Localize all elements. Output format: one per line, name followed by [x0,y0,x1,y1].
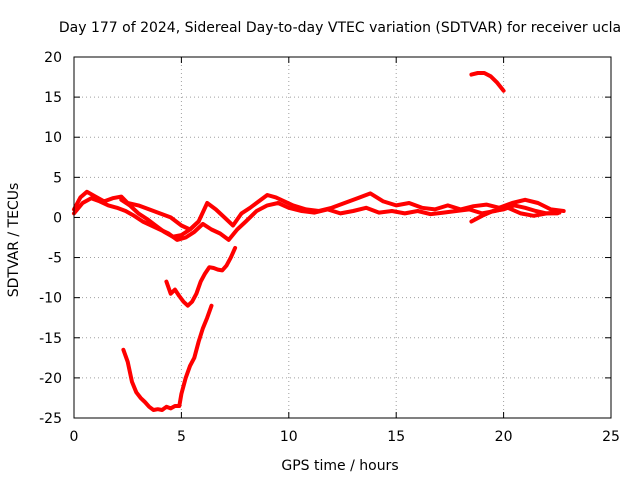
series-arc-mid [119,197,201,239]
series-arc-late [469,203,560,224]
y-tick-label: -15 [39,331,62,347]
series-arc-deep-dip [121,303,214,412]
x-tick-label: 5 [177,429,186,445]
x-tick-label: 15 [387,429,405,445]
y-tick-label: -5 [48,251,62,267]
series-arc-minus-ten [164,245,238,308]
x-tick-label: 20 [495,429,513,445]
chart-title: Day 177 of 2024, Sidereal Day-to-day VTE… [59,20,621,36]
y-tick-label: 15 [44,90,62,106]
y-tick-label: -25 [39,411,62,427]
series-arc-high [469,71,506,93]
x-axis-label: GPS time / hours [281,458,398,474]
x-tick-label: 10 [280,429,298,445]
plot-frame [73,56,612,419]
ticks: 0 5 10 15 20 25 -25 -20 -15 -10 -5 0 5 10 15 20 [39,50,620,445]
y-tick-label: 10 [44,130,62,146]
y-tick-label: -10 [39,291,62,307]
grid [74,57,611,418]
x-tick-label: 0 [70,429,79,445]
y-tick-label: 5 [53,170,62,186]
y-tick-label: 0 [53,210,62,226]
y-axis-label: SDTVAR / TECUs [6,183,22,298]
y-tick-label: -20 [39,371,62,387]
series-arc-main-lower [72,196,562,242]
x-tick-label: 25 [602,429,620,445]
series-group [72,71,566,412]
y-tick-label: 20 [44,50,62,66]
